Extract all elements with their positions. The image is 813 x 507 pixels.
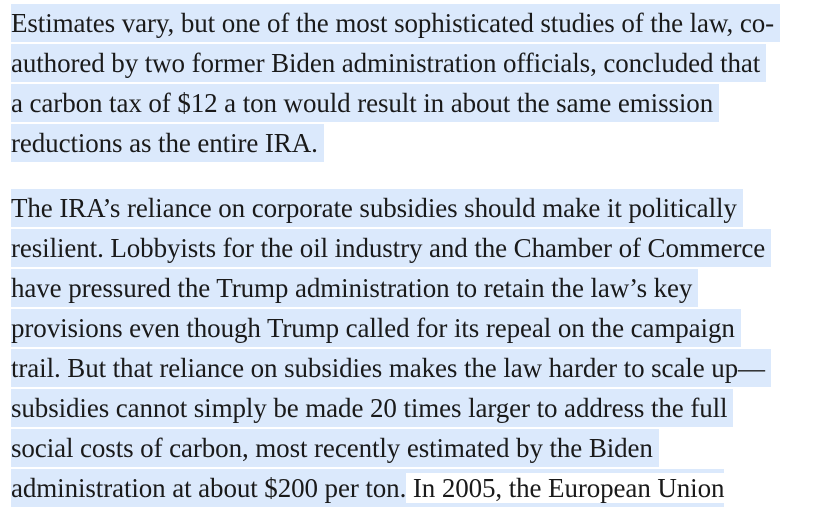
paragraph-line[interactable]: a carbon tax of $12 a ton would result i… [11, 84, 720, 122]
paragraph-line[interactable]: The IRA’s reliance on corporate subsidie… [11, 189, 743, 227]
paragraph-last-line[interactable]: administration at about $200 per ton. In… [11, 469, 724, 507]
paragraph-line[interactable]: resilient. Lobbyists for the oil industr… [11, 229, 772, 267]
selected-text[interactable]: administration at about $200 per ton. [11, 473, 407, 503]
paragraph-line[interactable]: provisions even though Trump called for … [11, 309, 741, 347]
paragraph-line[interactable]: have pressured the Trump administration … [11, 269, 699, 307]
paragraph-line[interactable]: reductions as the entire IRA. [11, 124, 324, 162]
paragraph-line[interactable]: trail. But that reliance on subsidies ma… [11, 349, 771, 387]
unselected-text[interactable]: In 2005, the European Union [406, 473, 725, 503]
paragraph-line[interactable]: Estimates vary, but one of the most soph… [11, 4, 781, 42]
paragraph-line[interactable]: authored by two former Biden administrat… [11, 44, 767, 82]
paragraph-line[interactable]: subsidies cannot simply be made 20 times… [11, 389, 734, 427]
paragraph-line[interactable]: social costs of carbon, most recently es… [11, 429, 659, 467]
